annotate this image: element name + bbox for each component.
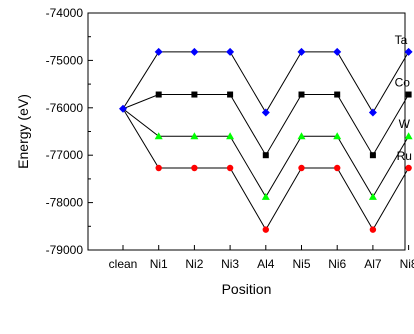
data-point bbox=[334, 164, 341, 172]
x-tick-label: Ni1 bbox=[150, 257, 168, 271]
x-tick-label: Ni8 bbox=[400, 257, 414, 271]
plot-frame bbox=[87, 12, 406, 251]
x-tick-label: Al7 bbox=[364, 257, 382, 271]
series-co: Co bbox=[122, 76, 412, 159]
x-axis: clean Ni1 Ni2 Ni3 Al4 Ni5 Ni6 Al7 Ni8 bbox=[109, 245, 414, 271]
series-label: W bbox=[399, 117, 411, 131]
data-point bbox=[298, 91, 305, 98]
data-point bbox=[368, 108, 377, 117]
data-point bbox=[298, 164, 305, 172]
data-point bbox=[334, 91, 341, 98]
x-tick-label: Ni2 bbox=[185, 257, 203, 271]
y-tick-label: -76000 bbox=[46, 101, 84, 115]
y-tick-label: -78000 bbox=[46, 196, 84, 210]
data-point bbox=[154, 47, 163, 56]
series-line bbox=[122, 51, 410, 114]
data-point bbox=[369, 152, 376, 159]
data-point bbox=[405, 164, 412, 172]
x-tick-label: Ni6 bbox=[328, 257, 346, 271]
series-line bbox=[122, 108, 410, 231]
data-point bbox=[261, 108, 270, 117]
series-ru: Ru bbox=[122, 108, 412, 233]
y-axis: -79000 -78000 -77000 -76000 -75000 -74000 bbox=[46, 6, 93, 257]
series-label: Ru bbox=[397, 149, 412, 163]
data-point bbox=[190, 47, 199, 56]
data-point bbox=[333, 132, 342, 140]
data-point bbox=[333, 47, 342, 56]
y-tick-label: -74000 bbox=[46, 6, 84, 20]
data-point bbox=[154, 132, 163, 140]
y-tick-label: -75000 bbox=[46, 53, 84, 67]
data-point bbox=[262, 226, 269, 233]
data-point bbox=[226, 164, 234, 172]
data-point bbox=[262, 152, 269, 159]
data-point bbox=[405, 91, 412, 98]
data-point bbox=[191, 164, 198, 172]
y-axis-title: Energy (eV) bbox=[15, 94, 31, 169]
series-label: Ta bbox=[395, 33, 408, 47]
data-point bbox=[369, 226, 377, 233]
data-point bbox=[190, 132, 199, 140]
series-w: W bbox=[122, 108, 413, 200]
series-label: Co bbox=[395, 76, 411, 90]
y-tick-label: -77000 bbox=[46, 148, 84, 162]
x-axis-title: Position bbox=[222, 281, 272, 297]
data-point bbox=[155, 164, 162, 172]
data-point bbox=[227, 91, 234, 98]
series-group: Ta Co W Ru bbox=[119, 33, 413, 233]
data-point bbox=[261, 192, 270, 200]
data-point bbox=[191, 91, 198, 98]
data-point bbox=[368, 192, 377, 200]
y-tick-label: -79000 bbox=[46, 243, 84, 257]
x-tick-label: Al4 bbox=[257, 257, 275, 271]
data-point bbox=[155, 91, 162, 98]
x-tick-label: clean bbox=[109, 257, 138, 271]
x-tick-label: Ni3 bbox=[221, 257, 239, 271]
x-tick-label: Ni5 bbox=[292, 257, 310, 271]
series-ta: Ta bbox=[122, 33, 413, 117]
series-line bbox=[122, 94, 410, 157]
data-point bbox=[226, 47, 235, 56]
data-point bbox=[297, 132, 306, 140]
data-point bbox=[297, 47, 306, 56]
data-point-clean bbox=[119, 104, 127, 113]
data-point bbox=[404, 47, 413, 56]
data-point bbox=[404, 132, 413, 140]
data-point bbox=[226, 132, 235, 140]
